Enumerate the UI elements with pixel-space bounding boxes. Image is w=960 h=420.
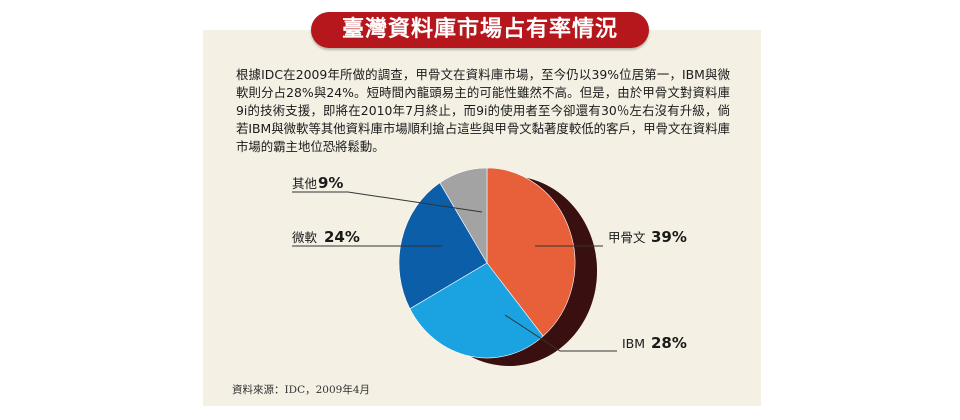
pie-slice-2 (409, 262, 544, 359)
leader-lines (292, 191, 617, 352)
slice-value-label-3: 24% (324, 228, 360, 246)
source-note: 資料來源：IDC，2009年4月 (232, 384, 371, 396)
pie-slices (398, 167, 576, 359)
pie-rim (487, 168, 597, 366)
slice-value-label-1: 39% (651, 228, 687, 246)
slice-name-label-4: 其他 (292, 176, 318, 191)
slice-value-label-2: 28% (651, 334, 687, 352)
slice-name-label-1: 甲骨文 (608, 230, 646, 245)
page-title: 臺灣資料庫市場占有率情況 (311, 12, 649, 48)
pie-slice-1 (486, 167, 576, 337)
leader-line-4 (292, 191, 483, 213)
slice-name-label-3: 微軟 (292, 230, 318, 245)
slice-labels: 甲骨文 39% IBM 28% 微軟 24% 其他 9% (292, 174, 687, 352)
slice-name-label-2: IBM (622, 336, 645, 351)
slice-value-label-4: 9% (318, 174, 343, 192)
leader-line-2 (504, 314, 617, 352)
article-paragraph: 根據IDC在2009年所做的調查，甲骨文在資料庫市場，至今仍以39%位居第一，I… (236, 67, 730, 154)
pie-slice-4 (439, 167, 488, 265)
pie-slice-3 (398, 182, 488, 310)
